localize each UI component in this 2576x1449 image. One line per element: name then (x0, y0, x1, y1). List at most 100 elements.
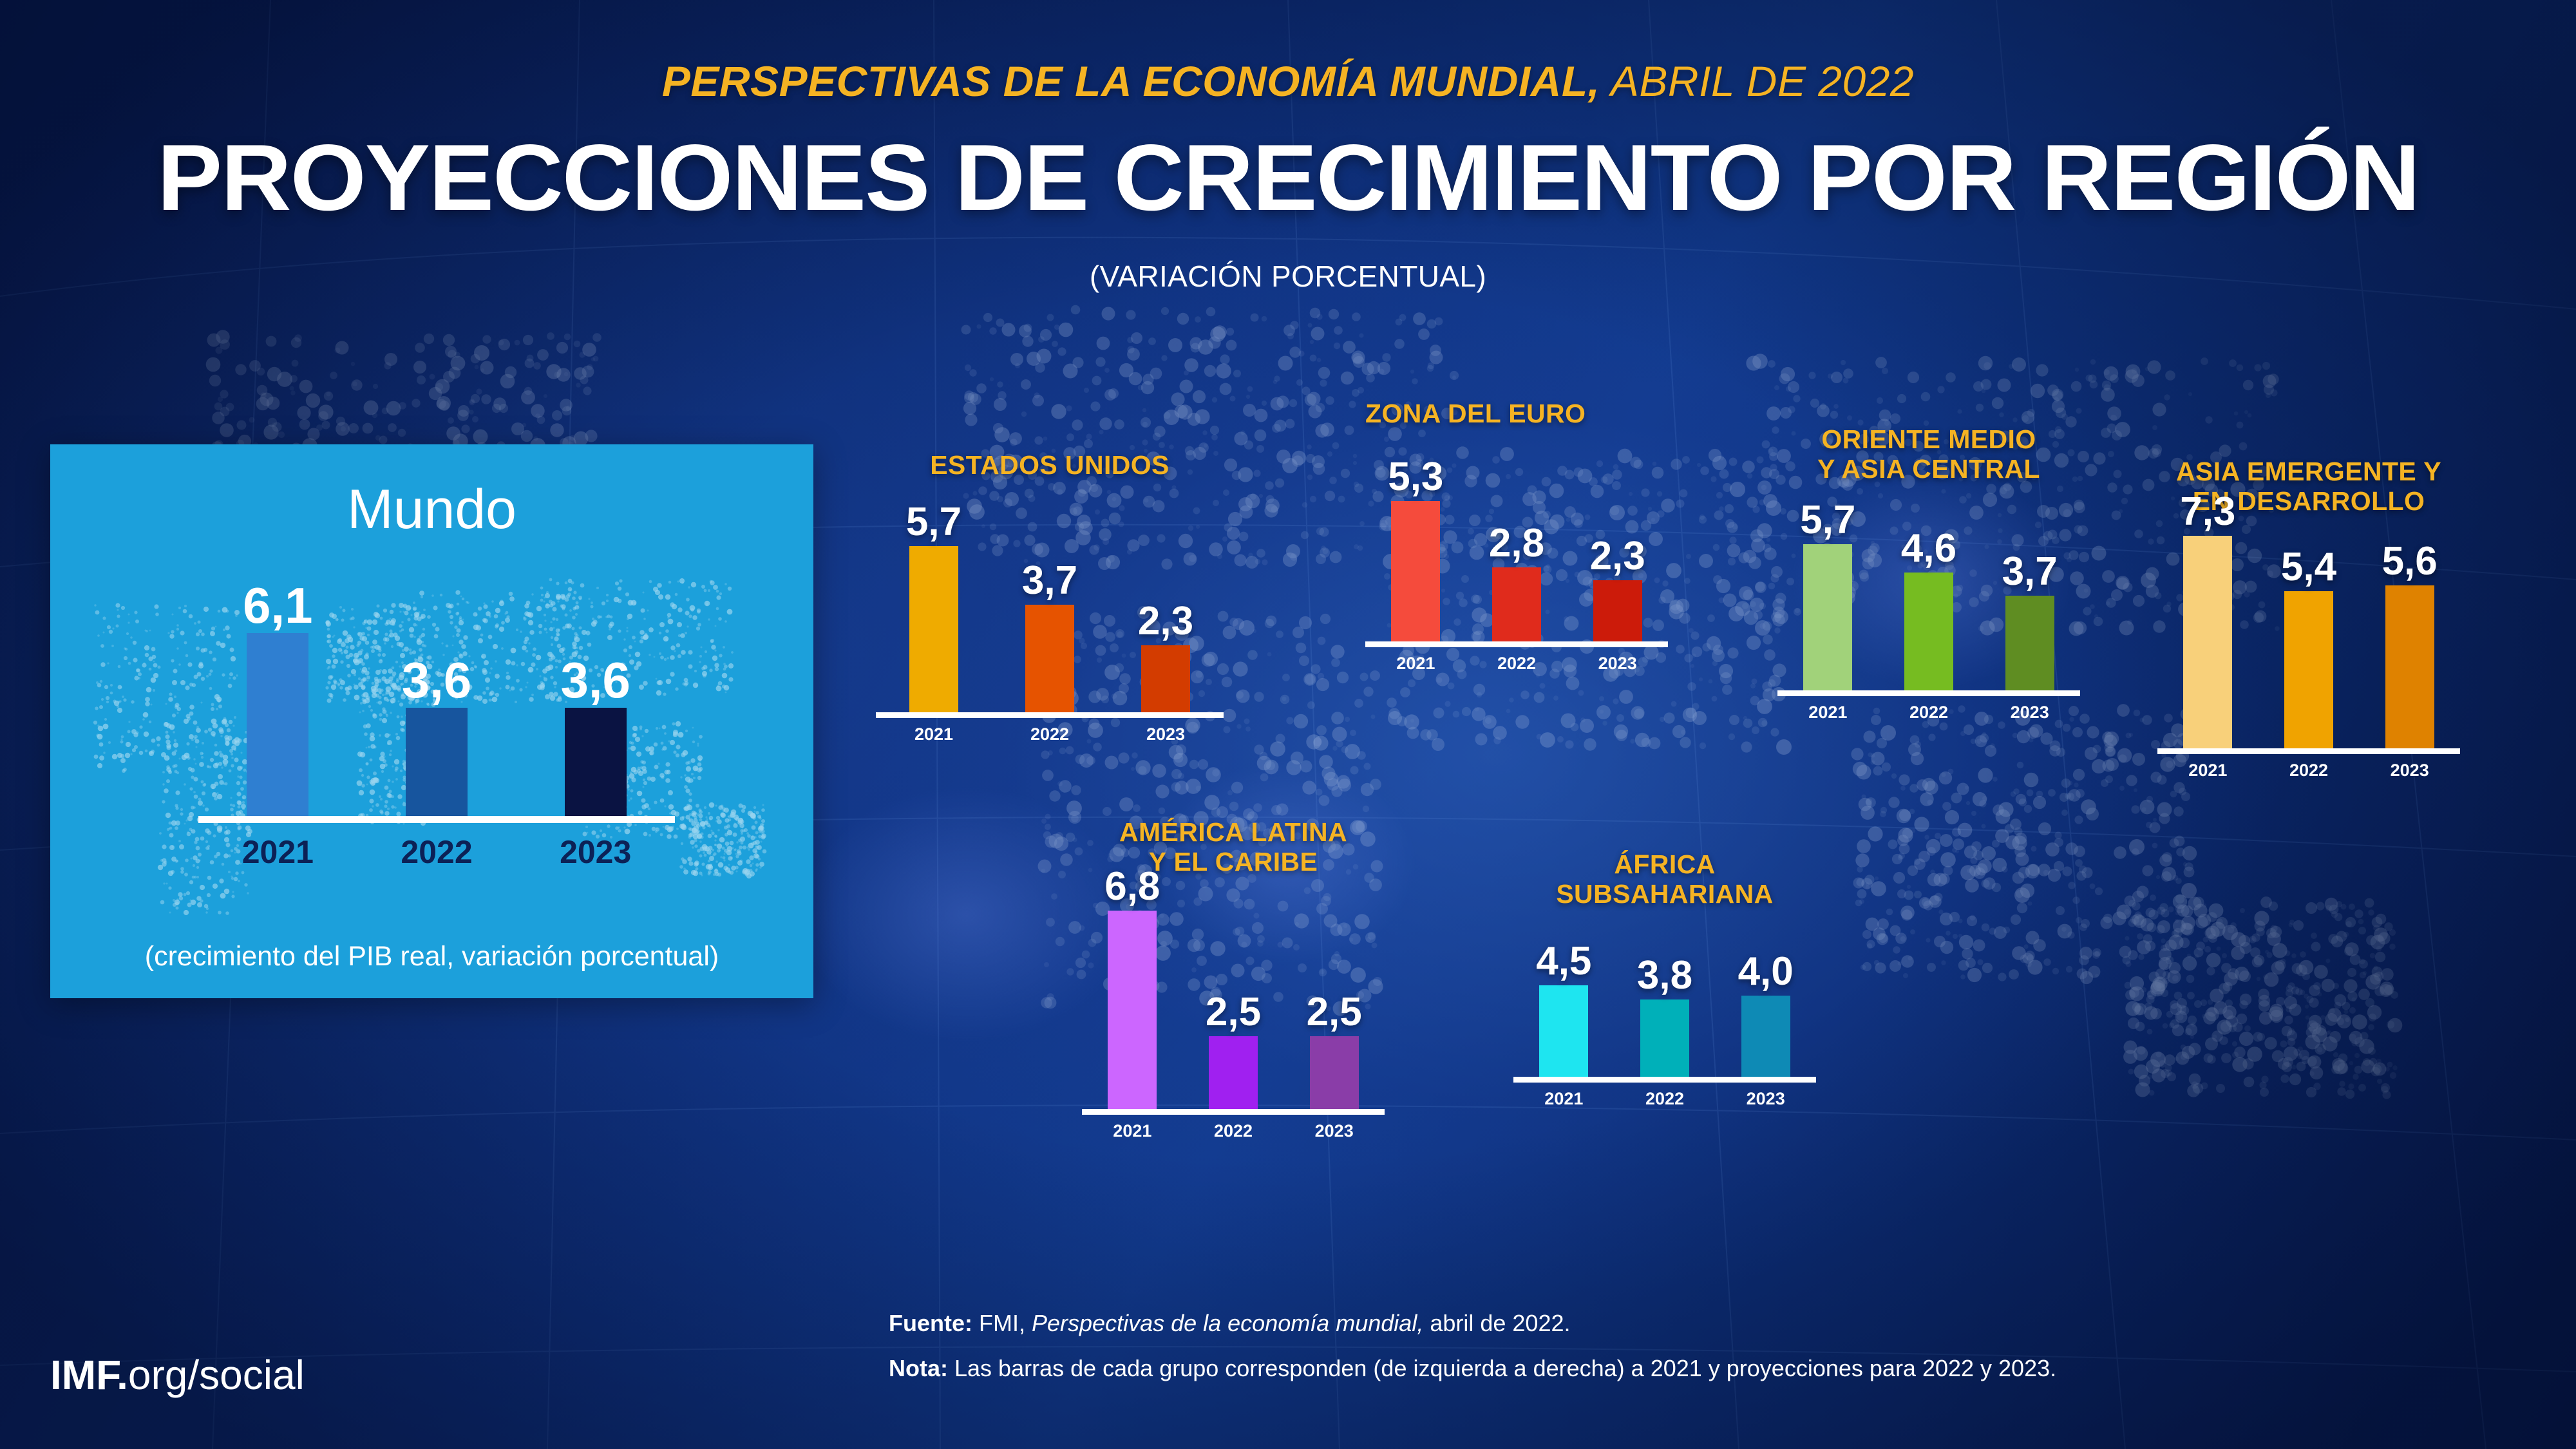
value-label-oriente-medio-y-asia-central-2021: 5,7 (1800, 498, 1856, 543)
bar-america-latina-y-el-caribe-2022 (1209, 1036, 1258, 1109)
world-value-label-2022: 3,6 (401, 652, 472, 709)
value-label-zona-del-euro-2023: 2,3 (1589, 534, 1645, 579)
x-label-asia-emergente-y-en-desarrollo-2023: 2023 (2390, 760, 2429, 780)
bar-slot: 4,6 (1879, 529, 1980, 690)
x-label-america-latina-y-el-caribe-2022: 2022 (1213, 1121, 1253, 1141)
chart-africa-subsahariana: ÁFRICA SUBSAHARIANA 4,5 3,8 4,0 2021 2022 2023 (1513, 849, 1816, 1109)
value-label-oriente-medio-y-asia-central-2022: 4,6 (1900, 526, 1957, 571)
source-text-1: FMI, (972, 1309, 1032, 1336)
value-label-estados-unidos-2023: 2,3 (1137, 598, 1194, 643)
bar-slot: 5,3 (1365, 457, 1466, 641)
chart-title-asia-emergente-y-en-desarrollo: ASIA EMERGENTE Y EN DESARROLLO (2176, 457, 2441, 516)
chart-title-america-latina-y-el-caribe: AMÉRICA LATINA Y EL CARIBE (1119, 817, 1348, 876)
x-label-zona-del-euro-2023: 2023 (1598, 653, 1637, 673)
bar-asia-emergente-y-en-desarrollo-2022 (2284, 591, 2333, 748)
chart-asia-emergente-y-en-desarrollo: ASIA EMERGENTE Y EN DESARROLLO 7,3 5,4 5,6 2… (2157, 457, 2460, 781)
value-label-america-latina-y-el-caribe-2022: 2,5 (1205, 989, 1262, 1034)
bar-oriente-medio-y-asia-central-2021 (1803, 544, 1853, 690)
bar-slot: 3,8 (1615, 956, 1716, 1077)
page-title: PROYECCIONES DE CRECIMIENTO POR REGIÓN (156, 125, 2420, 230)
bar-america-latina-y-el-caribe-2023 (1309, 1036, 1359, 1109)
chart-estados-unidos: ESTADOS UNIDOS 5,7 3,7 2,3 2021 2022 2023 (876, 450, 1224, 744)
bar-asia-emergente-y-en-desarrollo-2021 (2183, 535, 2233, 748)
imf-logo[interactable]: IMF.org/social (50, 1351, 305, 1399)
bar-slot: 2,5 (1283, 992, 1385, 1109)
x-label-oriente-medio-y-asia-central-2021: 2021 (1808, 702, 1848, 722)
x-label-america-latina-y-el-caribe-2023: 2023 (1314, 1121, 1354, 1141)
value-label-africa-subsahariana-2023: 4,0 (1738, 949, 1794, 994)
source-label: Fuente: (889, 1309, 972, 1336)
bar-slot: 3,7 (992, 560, 1108, 712)
world-value-label-2023: 3,6 (560, 652, 630, 709)
bar-slot: 7,3 (2157, 491, 2259, 748)
chart-baseline-estados-unidos (876, 712, 1224, 718)
world-x-label-2023: 2023 (560, 834, 632, 870)
chart-title-oriente-medio-y-asia-central: ORIENTE MEDIO Y ASIA CENTRAL (1817, 424, 2040, 484)
bar-slot: 5,7 (876, 502, 992, 712)
x-label-estados-unidos-2021: 2021 (914, 724, 954, 744)
chart-plot-america-latina-y-el-caribe: 6,8 2,5 2,5 (1082, 867, 1385, 1109)
x-label-estados-unidos-2022: 2022 (1030, 724, 1070, 744)
x-label-zona-del-euro-2022: 2022 (1497, 653, 1537, 673)
x-label-asia-emergente-y-en-desarrollo-2021: 2021 (2188, 760, 2228, 780)
bar-america-latina-y-el-caribe-2021 (1108, 911, 1157, 1109)
chart-baseline-asia-emergente-y-en-desarrollo (2157, 748, 2460, 754)
bar-oriente-medio-y-asia-central-2023 (2005, 595, 2054, 690)
report-kicker: PERSPECTIVAS DE LA ECONOMÍA MUNDIAL, ABR… (0, 57, 2576, 106)
chart-plot-oriente-medio-y-asia-central: 5,7 4,6 3,7 (1777, 500, 2080, 690)
header: PERSPECTIVAS DE LA ECONOMÍA MUNDIAL, ABR… (0, 0, 2576, 294)
kicker-italic-part: PERSPECTIVAS DE LA ECONOMÍA MUNDIAL, (661, 57, 1600, 105)
world-bar-2023 (564, 708, 627, 816)
kicker-date-part: ABRIL DE 2022 (1600, 57, 1915, 105)
chart-plot-estados-unidos: 5,7 3,7 2,3 (876, 500, 1224, 712)
chart-america-latina-y-el-caribe: AMÉRICA LATINA Y EL CARIBE 6,8 2,5 2,5 2021 2… (1082, 817, 1385, 1141)
chart-baseline-africa-subsahariana (1513, 1076, 1816, 1083)
world-panel-title: Mundo (347, 478, 516, 540)
chart-zona-del-euro: ZONA DEL EURO 5,3 2,8 2,3 2021 2022 2023 (1365, 399, 1668, 674)
bar-slot: 3,7 (1979, 551, 2080, 690)
value-label-asia-emergente-y-en-desarrollo-2022: 5,4 (2280, 544, 2337, 589)
chart-title-africa-subsahariana: ÁFRICA SUBSAHARIANA (1556, 849, 1774, 909)
bar-estados-unidos-2022 (1025, 604, 1074, 712)
chart-title-zona-del-euro: ZONA DEL EURO (1365, 399, 1586, 428)
value-label-oriente-medio-y-asia-central-2023: 3,7 (2002, 549, 2058, 594)
value-label-asia-emergente-y-en-desarrollo-2021: 7,3 (2180, 489, 2236, 534)
bar-oriente-medio-y-asia-central-2022 (1904, 573, 1953, 690)
chart-plot-zona-del-euro: 5,3 2,8 2,3 (1365, 448, 1668, 641)
bar-slot: 2,5 (1183, 992, 1284, 1109)
world-value-label-2021: 6,1 (243, 576, 313, 634)
chart-x-labels-asia-emergente-y-en-desarrollo: 2021 2022 2023 (2157, 761, 2460, 781)
world-x-label-2021: 2021 (242, 834, 314, 870)
chart-x-labels-america-latina-y-el-caribe: 2021 2022 2023 (1082, 1121, 1385, 1141)
chart-title-estados-unidos: ESTADOS UNIDOS (930, 450, 1170, 480)
bar-slot: 4,5 (1513, 942, 1615, 1077)
world-x-label-2022: 2022 (401, 834, 473, 870)
world-bar-2022 (406, 708, 468, 816)
bar-asia-emergente-y-en-desarrollo-2023 (2385, 585, 2434, 748)
world-value-slot: 3,6 (516, 652, 675, 816)
chart-x-labels-africa-subsahariana: 2021 2022 2023 (1513, 1089, 1816, 1109)
bar-slot: 5,7 (1777, 500, 1879, 690)
bar-slot: 2,3 (1108, 601, 1224, 712)
value-label-africa-subsahariana-2021: 4,5 (1536, 939, 1592, 984)
value-label-america-latina-y-el-caribe-2021: 6,8 (1104, 864, 1160, 909)
bar-slot: 2,3 (1567, 536, 1668, 641)
bar-estados-unidos-2021 (909, 546, 958, 712)
bar-slot: 6,8 (1082, 867, 1183, 1109)
x-label-zona-del-euro-2021: 2021 (1396, 653, 1435, 673)
bar-africa-subsahariana-2022 (1640, 999, 1689, 1077)
value-label-zona-del-euro-2021: 5,3 (1388, 455, 1444, 500)
bar-slot: 4,0 (1715, 951, 1816, 1077)
world-value-slot: 3,6 (357, 652, 516, 816)
x-label-estados-unidos-2023: 2023 (1146, 724, 1186, 744)
bar-zona-del-euro-2023 (1593, 580, 1642, 641)
note-label: Nota: (889, 1354, 948, 1381)
source-note-block: Fuente: FMI, Perspectivas de la economía… (889, 1301, 2056, 1391)
value-label-america-latina-y-el-caribe-2023: 2,5 (1306, 989, 1362, 1034)
x-label-oriente-medio-y-asia-central-2023: 2023 (2010, 702, 2049, 722)
value-label-zona-del-euro-2022: 2,8 (1488, 520, 1545, 565)
source-line: Fuente: FMI, Perspectivas de la economía… (889, 1301, 2056, 1346)
bar-slot: 5,4 (2259, 547, 2360, 748)
chart-plot-asia-emergente-y-en-desarrollo: 7,3 5,4 5,6 (2157, 491, 2460, 748)
source-text-2: abril de 2022. (1423, 1309, 1571, 1336)
